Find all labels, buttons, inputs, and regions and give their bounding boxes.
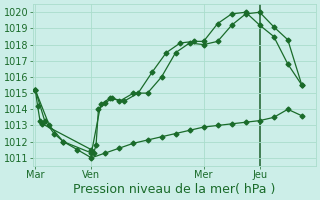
X-axis label: Pression niveau de la mer( hPa ): Pression niveau de la mer( hPa ) [73,183,276,196]
